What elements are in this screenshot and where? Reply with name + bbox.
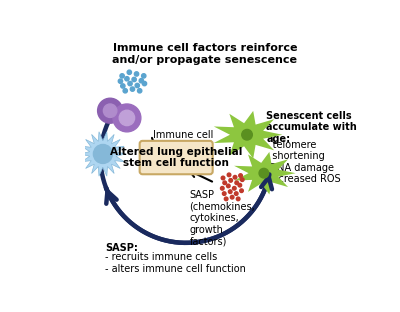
Circle shape bbox=[259, 168, 269, 178]
Circle shape bbox=[226, 184, 230, 188]
Circle shape bbox=[240, 178, 244, 182]
Circle shape bbox=[234, 192, 238, 195]
Circle shape bbox=[119, 110, 135, 126]
Text: - recruits immune cells
- alters immune cell function: - recruits immune cells - alters immune … bbox=[105, 252, 246, 274]
Circle shape bbox=[227, 173, 231, 177]
Polygon shape bbox=[234, 152, 296, 194]
Circle shape bbox=[242, 129, 252, 140]
Circle shape bbox=[142, 81, 147, 86]
Text: Immune cell
cytokines: Immune cell cytokines bbox=[153, 130, 214, 152]
FancyBboxPatch shape bbox=[140, 141, 213, 174]
Circle shape bbox=[103, 104, 117, 117]
Circle shape bbox=[240, 189, 243, 193]
Circle shape bbox=[127, 70, 132, 75]
Text: Immune cell factors reinforce
and/or propagate senescence: Immune cell factors reinforce and/or pro… bbox=[112, 43, 298, 65]
Text: SASP:: SASP: bbox=[105, 243, 138, 253]
Circle shape bbox=[138, 89, 142, 93]
Circle shape bbox=[132, 77, 136, 82]
Polygon shape bbox=[214, 111, 282, 158]
Circle shape bbox=[229, 178, 232, 182]
Circle shape bbox=[128, 81, 132, 86]
Text: Senescent cells
accumulate with
age:: Senescent cells accumulate with age: bbox=[266, 111, 357, 144]
Circle shape bbox=[134, 72, 139, 76]
Circle shape bbox=[232, 187, 236, 190]
Text: Altered lung epithelial
stem cell function: Altered lung epithelial stem cell functi… bbox=[110, 147, 242, 168]
Circle shape bbox=[235, 181, 238, 185]
Text: - telomere
  shortening
-DNA damage
-increased ROS: - telomere shortening -DNA damage -incre… bbox=[266, 139, 341, 184]
Circle shape bbox=[221, 176, 225, 180]
Circle shape bbox=[230, 195, 234, 199]
Circle shape bbox=[238, 183, 242, 187]
Circle shape bbox=[120, 74, 124, 78]
Text: SASP
(chemokines,
cytokines,
growth
factors): SASP (chemokines, cytokines, growth fact… bbox=[189, 190, 255, 246]
Circle shape bbox=[125, 77, 129, 81]
Circle shape bbox=[135, 83, 140, 88]
Circle shape bbox=[233, 175, 237, 179]
Circle shape bbox=[142, 74, 146, 78]
Circle shape bbox=[118, 79, 122, 83]
Circle shape bbox=[222, 192, 226, 195]
Circle shape bbox=[224, 197, 228, 201]
Circle shape bbox=[223, 181, 226, 185]
Polygon shape bbox=[80, 132, 126, 176]
Circle shape bbox=[98, 98, 122, 123]
Circle shape bbox=[239, 174, 242, 178]
Circle shape bbox=[228, 190, 232, 193]
Circle shape bbox=[139, 79, 144, 83]
Circle shape bbox=[94, 144, 112, 163]
Circle shape bbox=[123, 89, 128, 93]
Circle shape bbox=[121, 84, 125, 88]
Circle shape bbox=[130, 87, 135, 91]
Circle shape bbox=[113, 104, 141, 132]
Circle shape bbox=[236, 197, 240, 201]
Circle shape bbox=[220, 187, 224, 190]
